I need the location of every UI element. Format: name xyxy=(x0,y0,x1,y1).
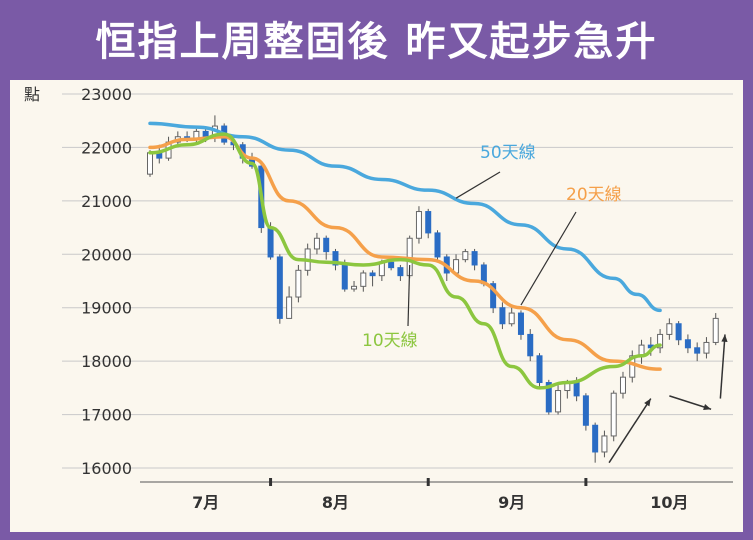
annotation-arrow-flat-head xyxy=(703,404,712,410)
y-tick-label: 18000 xyxy=(81,352,132,371)
series-label-pointer xyxy=(520,211,577,306)
candle-body xyxy=(527,333,534,357)
candle-body xyxy=(202,130,209,138)
plot-panel: 23000 22000 21000 20000 19000 18000 17000 16000… xyxy=(10,80,743,532)
candle-body xyxy=(434,232,441,258)
y-tick-label: 22000 xyxy=(81,138,132,157)
candle-body xyxy=(471,251,478,266)
candle-body xyxy=(267,227,274,258)
series-label-ma50: 50天線 xyxy=(480,143,536,163)
candle-body xyxy=(675,323,682,341)
candle-body xyxy=(147,152,153,175)
price-chart: 23000 22000 21000 20000 19000 18000 17000 16000… xyxy=(24,85,733,512)
candle-body xyxy=(369,272,376,277)
series-label-pointer xyxy=(407,264,411,327)
annotation-arrow-rise-head xyxy=(644,398,651,407)
annotation-arrow-up xyxy=(719,334,726,399)
annotation-arrow-rise xyxy=(608,398,652,464)
series-label-ma20: 20天線 xyxy=(566,185,622,205)
candle-body xyxy=(360,272,367,287)
candle-body xyxy=(295,269,302,298)
y-tick-label: 17000 xyxy=(81,406,132,425)
candle-body xyxy=(490,283,497,309)
series-label-pointer xyxy=(455,171,501,199)
y-tick-label: 23000 xyxy=(81,85,132,104)
candle-body xyxy=(684,339,691,349)
x-tick-label: 9月 xyxy=(498,493,525,512)
series-line-ma50 xyxy=(148,121,662,313)
series-line-ma10 xyxy=(148,132,662,390)
series-label-ma10: 10天線 xyxy=(362,331,418,351)
x-tick-label: 8月 xyxy=(322,493,349,512)
candle-body xyxy=(323,237,330,253)
candle-body xyxy=(592,424,599,453)
y-unit-label: 點 xyxy=(24,85,40,104)
candle-body xyxy=(425,211,432,234)
candle-body xyxy=(601,435,608,453)
candle-body xyxy=(694,347,701,354)
candle-body xyxy=(666,323,673,335)
candle-body xyxy=(545,382,552,413)
chart-title: 恒指上周整固後 昨又起步急升 xyxy=(95,19,658,65)
candle-body xyxy=(341,264,348,290)
candle-body xyxy=(536,355,543,384)
candle-body xyxy=(313,237,320,250)
candle-body xyxy=(703,341,710,354)
candle-body xyxy=(499,307,506,325)
candle-body xyxy=(388,261,395,269)
title-bar: 恒指上周整固後 昨又起步急升 xyxy=(0,0,753,76)
series-line-ma20 xyxy=(148,134,662,371)
candle-body xyxy=(712,317,719,343)
candle-body xyxy=(351,285,358,290)
x-tick-label: 10月 xyxy=(650,493,688,512)
candle-body xyxy=(462,251,469,261)
candle-body xyxy=(555,390,562,413)
y-tick-label: 19000 xyxy=(81,299,132,318)
candle-body xyxy=(573,382,580,397)
candle-body xyxy=(610,392,617,437)
candle-body xyxy=(415,211,422,239)
candle-body xyxy=(582,395,589,426)
x-tick-label: 7月 xyxy=(192,493,219,512)
candle-body xyxy=(517,312,524,335)
candle-body xyxy=(286,296,293,319)
y-tick-label: 16000 xyxy=(81,459,132,478)
candle-body xyxy=(276,256,283,319)
y-tick-label: 20000 xyxy=(81,245,132,264)
candle-body xyxy=(397,267,404,277)
candle-body xyxy=(629,355,636,378)
candle-body xyxy=(657,333,664,349)
annotation-arrow-up-head xyxy=(721,334,728,343)
candle-body xyxy=(619,376,626,394)
y-tick-label: 21000 xyxy=(81,192,132,211)
candle-body xyxy=(332,251,339,266)
candle-body xyxy=(508,312,515,325)
